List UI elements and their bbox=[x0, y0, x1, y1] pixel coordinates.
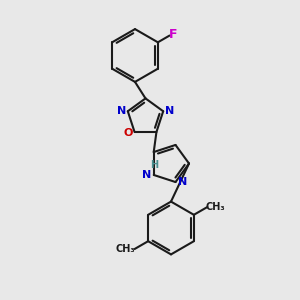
Text: F: F bbox=[169, 28, 178, 40]
Text: N: N bbox=[117, 106, 126, 116]
Text: H: H bbox=[150, 160, 158, 170]
Text: O: O bbox=[123, 128, 133, 138]
Text: CH₃: CH₃ bbox=[206, 202, 226, 212]
Text: N: N bbox=[142, 170, 152, 180]
Text: N: N bbox=[178, 177, 187, 187]
Text: CH₃: CH₃ bbox=[116, 244, 135, 254]
Text: N: N bbox=[165, 106, 174, 116]
